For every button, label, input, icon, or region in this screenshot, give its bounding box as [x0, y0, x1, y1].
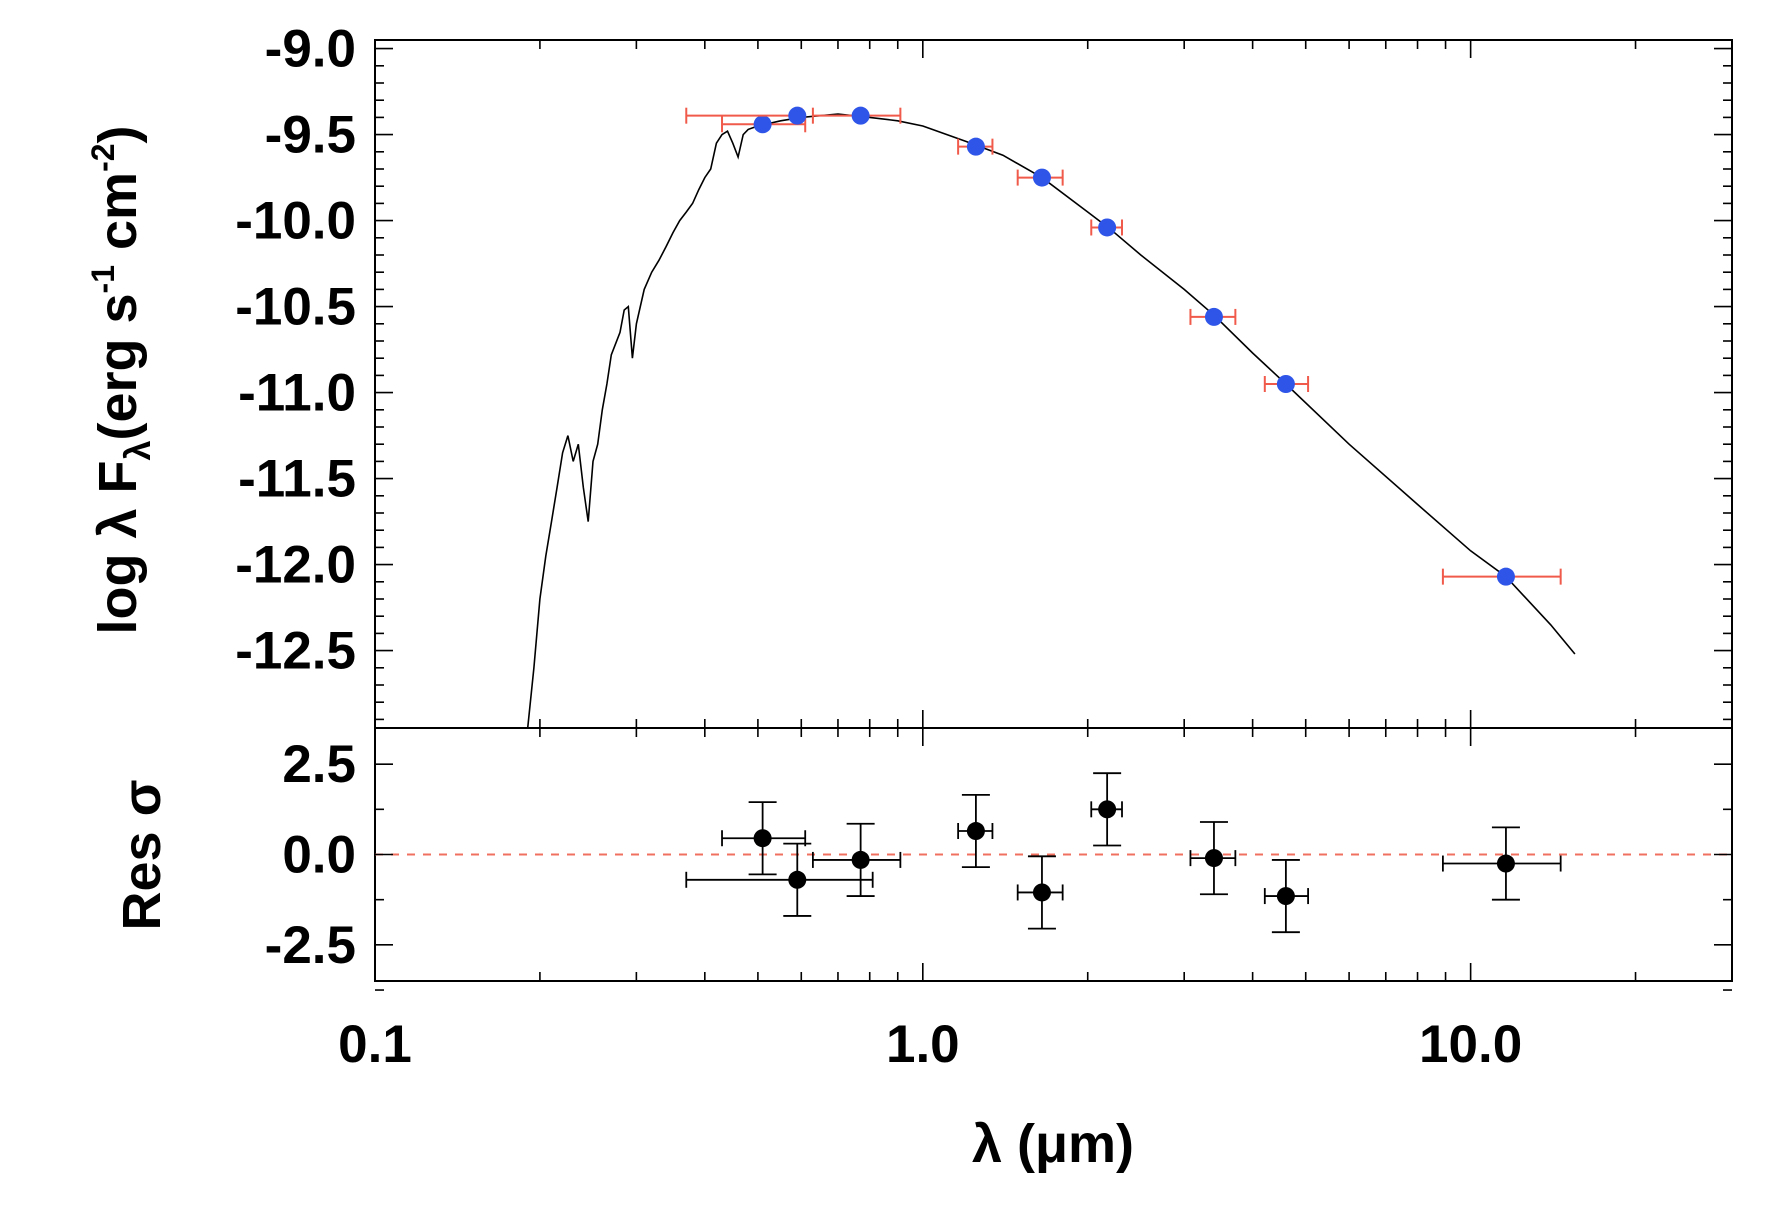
- y-label-exp2: -2: [85, 143, 121, 171]
- model-spectrum-line: [526, 113, 1576, 729]
- y-tick-label: -9.5: [265, 106, 356, 165]
- sed-point: [1098, 218, 1117, 237]
- y-label-close: ): [88, 125, 148, 143]
- y-tick-label: -11.0: [238, 364, 356, 423]
- y-label-mid: cm: [88, 172, 148, 265]
- residual-point: [753, 829, 772, 848]
- y-label-sub: λ: [117, 440, 158, 460]
- top-panel-ticks: [374, 40, 1733, 728]
- y-tick-label: -12.0: [235, 536, 356, 595]
- y-tick-label: 2.5: [282, 735, 356, 794]
- residual-point: [788, 870, 807, 889]
- y-tick-label: 0.0: [282, 826, 356, 885]
- residual-point: [851, 850, 870, 869]
- y-tick-label: -12.5: [235, 622, 356, 681]
- y-tick-label: -9.0: [265, 20, 356, 79]
- sed-point: [966, 137, 985, 156]
- photometry-points: [685, 106, 1562, 586]
- y-label-units: (erg s: [88, 293, 148, 440]
- residual-point: [1204, 849, 1223, 868]
- bottom-panel-ticks: [374, 728, 1733, 991]
- y-tick-label: -10.5: [235, 278, 356, 337]
- sed-point: [1032, 168, 1051, 187]
- y-tick-label: -10.0: [235, 192, 356, 251]
- y-label-exp1: -1: [85, 265, 121, 293]
- top-panel-frame: [374, 39, 1733, 729]
- x-tick-label: 1.0: [886, 1015, 960, 1074]
- y-label-main: log λ F: [88, 461, 148, 635]
- top-y-axis-title: log λ Fλ(erg s-1 cm-2): [85, 125, 158, 634]
- residual-point: [1098, 800, 1117, 819]
- sed-point: [788, 106, 807, 125]
- residual-point: [1496, 854, 1515, 873]
- x-axis-title: λ (μm): [972, 1114, 1134, 1174]
- x-tick-label: 0.1: [338, 1015, 412, 1074]
- sed-point: [851, 106, 870, 125]
- sed-point: [1496, 567, 1515, 586]
- y-tick-label: -2.5: [265, 916, 356, 975]
- x-tick-label: 10.0: [1419, 1015, 1522, 1074]
- residual-point: [1032, 883, 1051, 902]
- residual-point: [966, 822, 985, 841]
- sed-point: [1204, 307, 1223, 326]
- bottom-y-axis-title: Res σ: [112, 779, 172, 930]
- bottom-y-tick-labels: 2.5 0.0 -2.5: [265, 735, 356, 975]
- y-tick-label: -11.5: [238, 450, 356, 509]
- x-tick-labels: 0.1 1.0 10.0: [338, 1015, 1522, 1074]
- top-y-tick-labels: -9.0 -9.5 -10.0 -10.5 -11.0 -11.5 -12.0 -12.5: [235, 20, 356, 681]
- residual-point: [1276, 887, 1295, 906]
- residual-points: [685, 772, 1562, 934]
- sed-point: [753, 115, 772, 134]
- sed-point: [1276, 375, 1295, 393]
